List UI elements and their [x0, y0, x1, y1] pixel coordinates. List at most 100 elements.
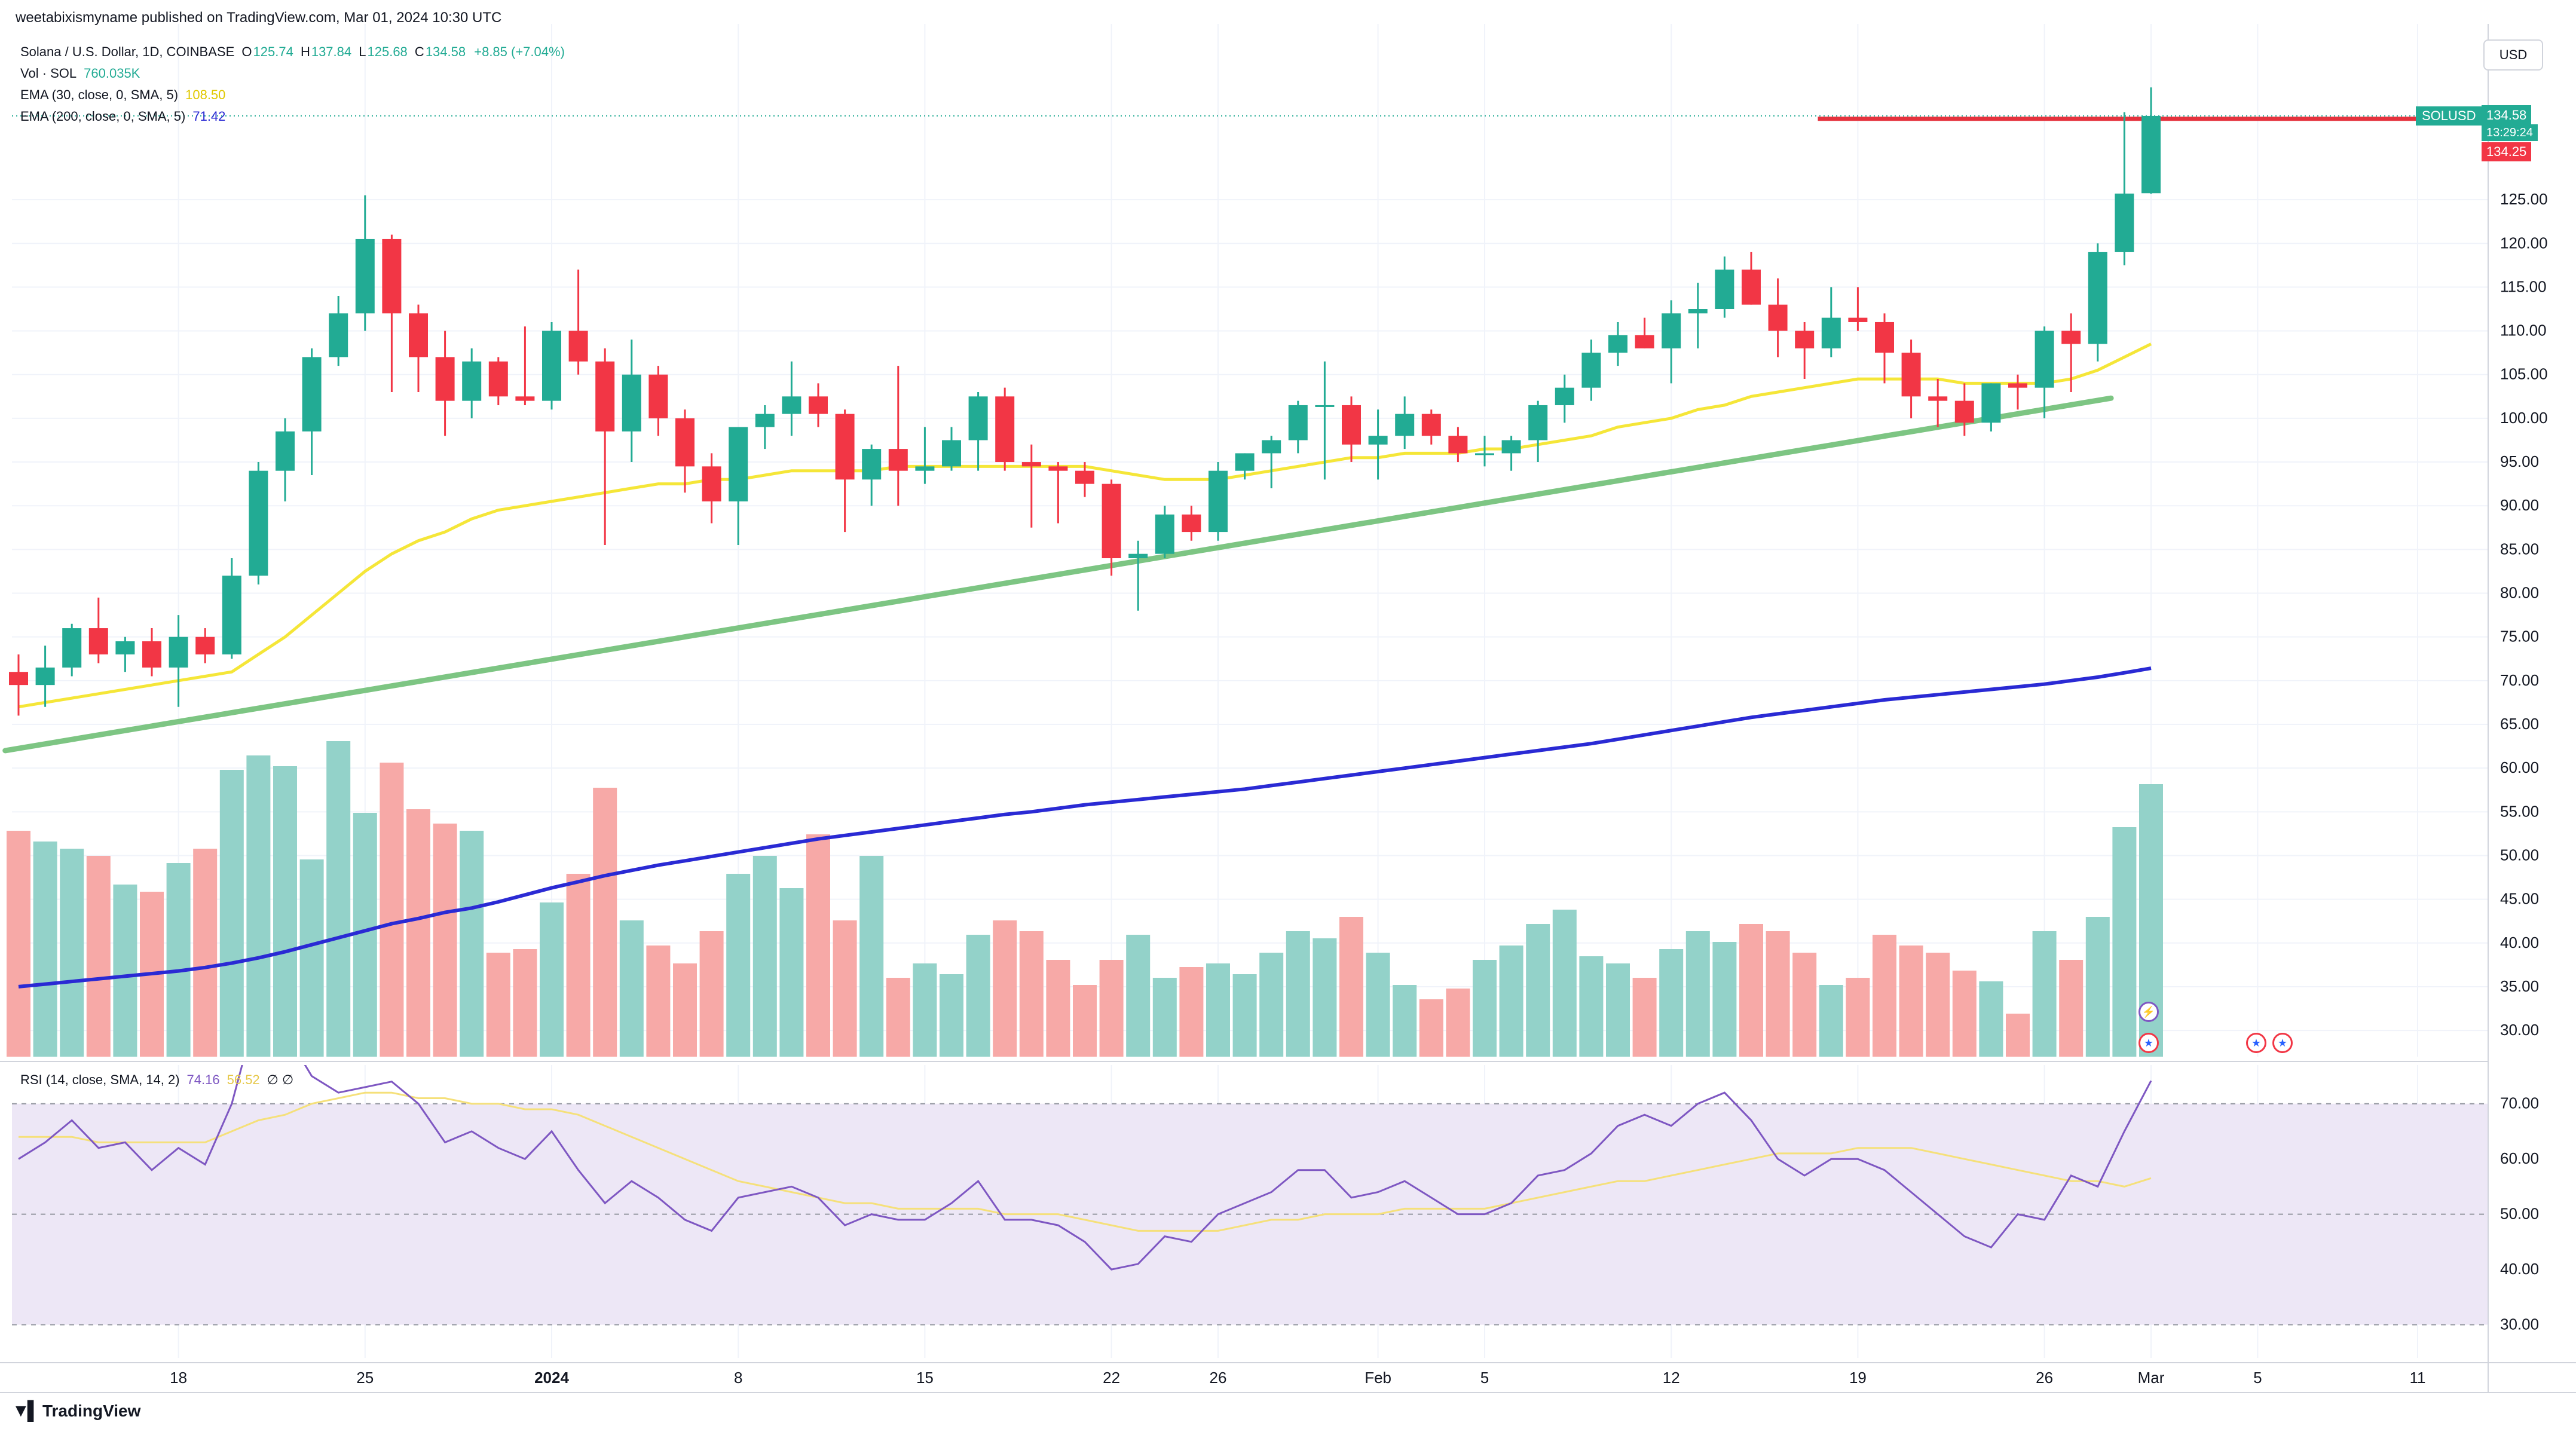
price-tick-label: 85.00 [2500, 540, 2539, 558]
volume-bar [1499, 946, 1523, 1057]
time-tick-label: 8 [734, 1369, 742, 1387]
ema200-legend[interactable]: EMA (200, close, 0, SMA, 5) 71.42 [20, 109, 225, 124]
open-label: O [241, 44, 252, 59]
volume-bar [1126, 935, 1151, 1057]
candle-body [62, 628, 82, 668]
time-tick-label: 2024 [534, 1369, 569, 1387]
volume-bar [2112, 827, 2137, 1057]
rsi-label: RSI (14, close, SMA, 14, 2) [20, 1072, 180, 1087]
volume-bar [1419, 999, 1443, 1057]
candles [9, 87, 2161, 716]
candle-body [942, 440, 961, 467]
candle-body [995, 396, 1015, 463]
rsi-legend[interactable]: RSI (14, close, SMA, 14, 2) 74.16 56.52 ∅ ∅ [20, 1072, 293, 1088]
candle-body [1635, 335, 1654, 348]
volume-bar [619, 920, 644, 1057]
price-tick-label: 40.00 [2500, 934, 2539, 951]
price-tick-label: 105.00 [2500, 365, 2548, 383]
candle-body [1235, 453, 1255, 471]
volume-bar [33, 842, 57, 1057]
tradingview-brand[interactable]: ▼▌ TradingView [12, 1401, 140, 1421]
close-label: C [414, 44, 424, 59]
time-tick-label: 26 [1210, 1369, 1227, 1387]
candle-body [1555, 387, 1574, 405]
time-tick-label: 18 [170, 1369, 187, 1387]
volume-legend[interactable]: Vol · SOL 760.035K [20, 66, 140, 81]
volume-bar [193, 849, 218, 1057]
volume-bar [1632, 978, 1657, 1057]
candle-body [1262, 440, 1281, 454]
candle-body [1155, 514, 1174, 554]
candle-body [1075, 470, 1094, 484]
trendline [2, 395, 2114, 754]
volume-bar [246, 755, 271, 1057]
candle-body [1581, 353, 1601, 388]
volume-bar [806, 834, 830, 1057]
candle-body [1608, 335, 1627, 353]
price-tick-label: 35.00 [2500, 977, 2539, 995]
volume-bar [406, 809, 430, 1057]
candle-body [2061, 331, 2081, 344]
candle-body [355, 238, 375, 314]
event-us-flag-icon[interactable]: ★ [2272, 1033, 2293, 1053]
volume-bar [299, 859, 324, 1057]
candle-body [915, 466, 935, 471]
volume-bar [353, 813, 377, 1057]
candle-body [329, 313, 348, 357]
candle-body [835, 414, 855, 480]
rsi-tick-label: 50.00 [2500, 1205, 2539, 1223]
time-tick-label: Mar [2138, 1369, 2165, 1387]
volume-bar [1099, 960, 1124, 1057]
volume-bar [993, 920, 1017, 1057]
candle-body [648, 374, 668, 418]
volume-bar [726, 874, 751, 1057]
candle-body [595, 361, 615, 432]
volume-label: Vol · SOL [20, 66, 77, 81]
candle-body [195, 637, 215, 654]
candle-body [568, 331, 588, 362]
candle-body [1901, 353, 1921, 397]
rsi-tick-label: 60.00 [2500, 1149, 2539, 1167]
event-bolt-icon[interactable]: ⚡ [2138, 1002, 2159, 1022]
rsi-tick-label: 40.00 [2500, 1260, 2539, 1278]
volume-bar [460, 831, 484, 1057]
ema30-legend[interactable]: EMA (30, close, 0, SMA, 5) 108.50 [20, 87, 225, 103]
volume-bar [219, 770, 244, 1057]
candle-body [115, 641, 135, 654]
open-value: 125.74 [253, 44, 293, 59]
candle-body [1688, 309, 1708, 314]
rsi-tick-label: 30.00 [2500, 1315, 2539, 1333]
volume-bar [2032, 931, 2057, 1057]
volume-bar [859, 856, 884, 1057]
event-us-flag-icon[interactable]: ★ [2246, 1033, 2266, 1053]
time-tick-label: 22 [1103, 1369, 1120, 1387]
volume-bar [1073, 985, 1097, 1057]
time-tick-label: 12 [1663, 1369, 1680, 1387]
candle-body [1128, 553, 1148, 558]
candle-body [2141, 115, 2161, 194]
currency-button[interactable]: USD [2483, 39, 2543, 71]
volume-value: 760.035K [84, 66, 140, 81]
ema30-line [18, 342, 2152, 709]
high-value: 137.84 [311, 44, 352, 59]
price-tick-label: 70.00 [2500, 671, 2539, 689]
candle-body [1288, 405, 1308, 440]
volume-bar [1366, 953, 1390, 1057]
price-tick-label: 100.00 [2500, 409, 2548, 427]
candle-body [729, 427, 748, 501]
candle-body [1421, 414, 1441, 436]
candle-body [755, 414, 775, 427]
symbol-legend[interactable]: Solana / U.S. Dollar, 1D, COINBASE O125.… [20, 44, 565, 60]
rsi-ma-value: 56.52 [227, 1072, 260, 1087]
candle-body [2115, 193, 2134, 252]
price-tick-label: 45.00 [2500, 890, 2539, 908]
candle-body [1021, 462, 1041, 467]
candle-body [675, 418, 695, 467]
candle-body [488, 361, 508, 397]
candle-body [1048, 466, 1068, 471]
volume-bar [1979, 981, 2003, 1057]
candle-body [1368, 436, 1388, 445]
event-us-flag-icon[interactable]: ★ [2138, 1033, 2159, 1053]
close-value: 134.58 [425, 44, 466, 59]
